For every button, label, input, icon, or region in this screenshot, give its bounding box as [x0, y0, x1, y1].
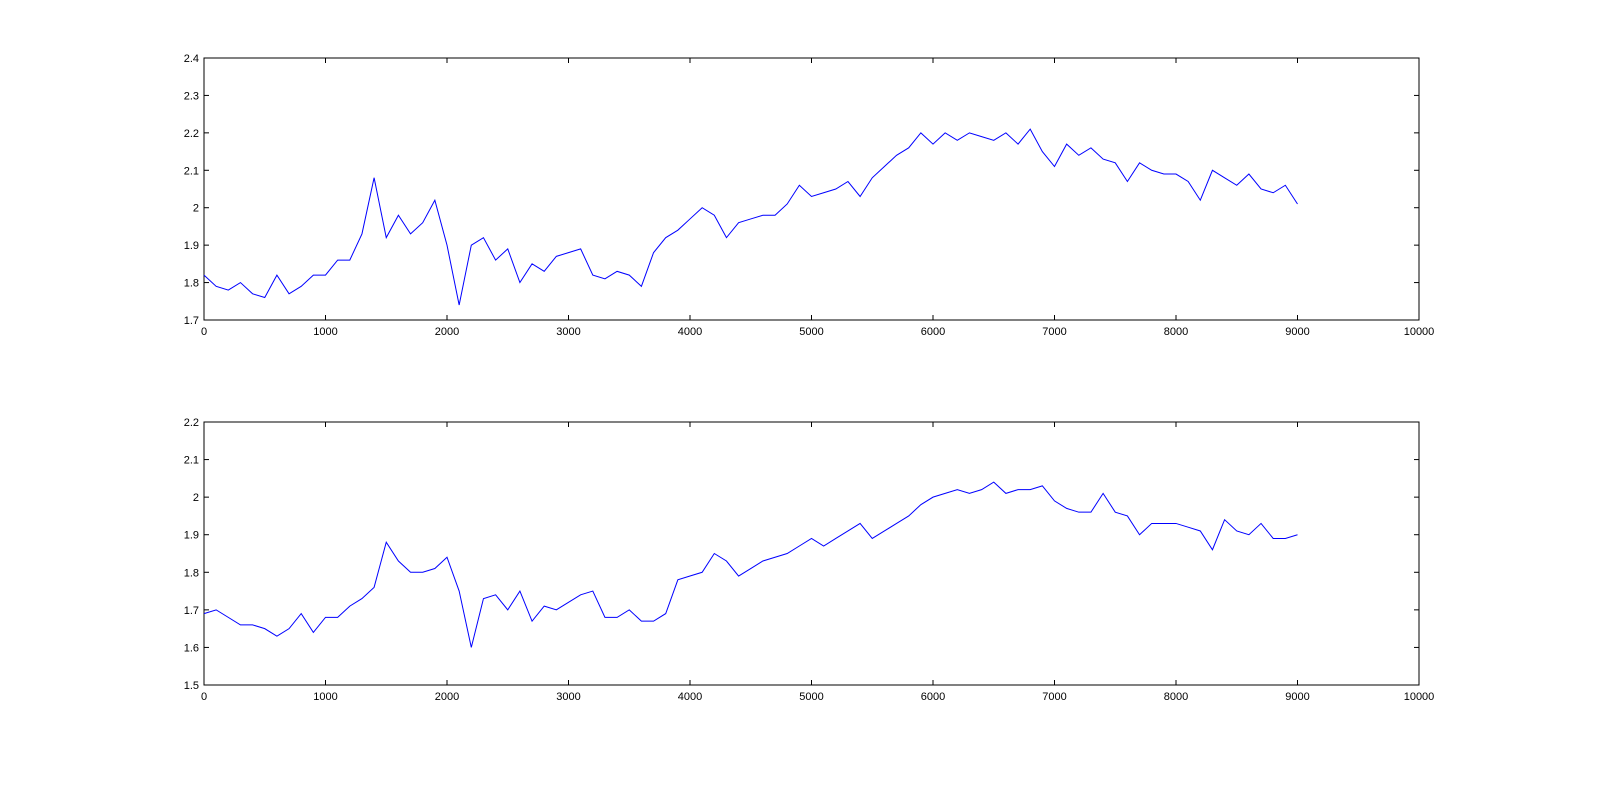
x-tick-label: 9000: [1285, 326, 1309, 338]
x-tick-label: 10000: [1404, 326, 1435, 338]
x-tick-label: 3000: [556, 691, 580, 703]
y-tick-label: 1.6: [184, 642, 199, 654]
y-tick-label: 1.5: [184, 680, 199, 692]
x-tick-label: 1000: [313, 691, 337, 703]
y-tick-label: 2: [193, 492, 199, 504]
x-tick-label: 8000: [1164, 691, 1188, 703]
x-tick-label: 1000: [313, 326, 337, 338]
y-tick-label: 2.2: [184, 417, 199, 429]
y-tick-label: 1.9: [184, 530, 199, 542]
y-tick-label: 1.9: [184, 240, 199, 252]
y-tick-label: 1.7: [184, 315, 199, 327]
x-tick-label: 6000: [921, 691, 945, 703]
x-tick-label: 4000: [678, 326, 702, 338]
x-tick-label: 4000: [678, 691, 702, 703]
x-tick-label: 3000: [556, 326, 580, 338]
x-tick-label: 9000: [1285, 691, 1309, 703]
x-tick-label: 0: [201, 326, 207, 338]
x-tick-label: 8000: [1164, 326, 1188, 338]
axes-frame: [203, 57, 1420, 321]
x-tick-label: 7000: [1042, 326, 1066, 338]
y-tick-label: 1.7: [184, 605, 199, 617]
y-tick-label: 2.2: [184, 128, 199, 140]
x-tick-label: 7000: [1042, 691, 1066, 703]
x-tick-label: 2000: [435, 326, 459, 338]
y-tick-label: 1.8: [184, 567, 199, 579]
x-tick-label: 5000: [799, 691, 823, 703]
y-tick-label: 2.1: [184, 165, 199, 177]
data-line: [203, 128, 1298, 306]
y-tick-label: 2: [193, 203, 199, 215]
x-tick-label: 6000: [921, 326, 945, 338]
x-tick-label: 5000: [799, 326, 823, 338]
data-line: [203, 481, 1298, 648]
y-tick-label: 2.3: [184, 90, 199, 102]
y-tick-label: 2.4: [184, 53, 199, 65]
x-tick-label: 0: [201, 691, 207, 703]
y-tick-label: 1.8: [184, 278, 199, 290]
x-tick-label: 2000: [435, 691, 459, 703]
x-tick-label: 10000: [1404, 691, 1435, 703]
y-tick-label: 2.1: [184, 455, 199, 467]
axes-frame: [203, 421, 1420, 686]
